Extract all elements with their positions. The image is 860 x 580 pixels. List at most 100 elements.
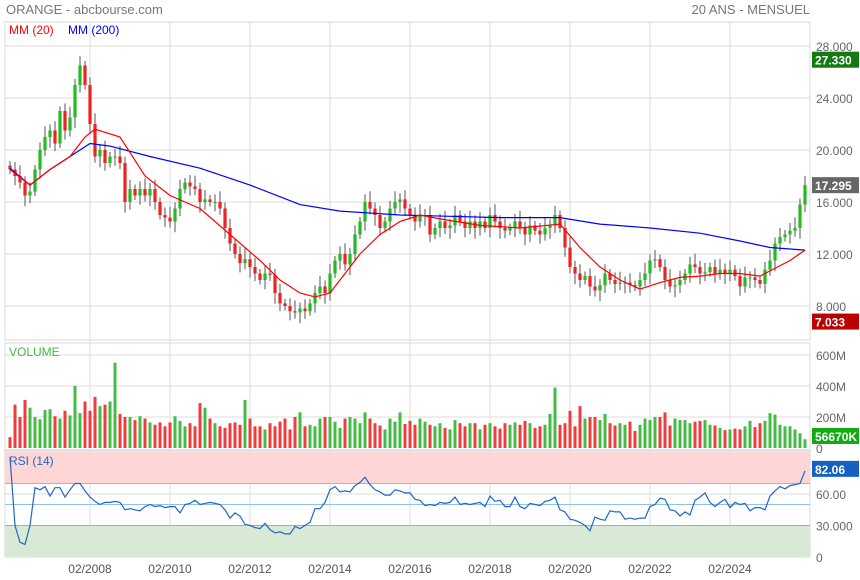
candle-down: [443, 221, 447, 228]
volume-bar: [558, 424, 562, 448]
volume-bar: [603, 413, 607, 448]
legend-ma200: MM (200): [68, 23, 119, 37]
candle-down: [373, 208, 377, 215]
candle-down: [713, 267, 717, 274]
candle-down: [403, 199, 407, 209]
volume-bar: [338, 427, 342, 448]
candle-down: [323, 286, 327, 293]
rsi-overbought-zone: [5, 452, 810, 484]
candle-up: [763, 269, 767, 284]
volume-bar: [63, 410, 67, 448]
last-volume-badge-bg: [812, 428, 859, 444]
volume-bar: [148, 422, 152, 448]
volume-bar: [503, 423, 507, 448]
volume-bar: [18, 417, 22, 448]
candle-up: [348, 254, 352, 265]
candle-down: [248, 259, 252, 267]
candle-down: [658, 259, 662, 267]
candle-down: [278, 293, 282, 304]
volume-bar: [253, 426, 257, 448]
candle-down: [558, 215, 562, 228]
volume-bar: [468, 423, 472, 448]
rsi-zones: [5, 452, 810, 557]
volume-bar: [568, 410, 572, 448]
volume-bar: [123, 417, 127, 448]
volume-bar: [168, 422, 172, 448]
low-price-badge: 7.033: [815, 316, 845, 330]
candle-up: [263, 273, 267, 280]
volume-bar: [458, 423, 462, 448]
candle-up: [213, 202, 217, 203]
candle-down: [258, 273, 262, 280]
candle-up: [448, 225, 452, 228]
volume-bar: [43, 410, 47, 448]
candle-down: [153, 189, 157, 202]
candle-up: [113, 156, 117, 158]
price-tick-label: 28.000: [816, 40, 853, 54]
x-tick-label: 02/2008: [68, 562, 112, 576]
candle-up: [363, 202, 367, 222]
candle-down: [723, 269, 727, 274]
rsi-oversold-zone: [5, 525, 810, 557]
candle-up: [548, 225, 552, 228]
volume-bar: [803, 439, 807, 448]
volume-bar: [393, 421, 397, 448]
candle-up: [508, 228, 512, 231]
last-price-badge-bg: [812, 177, 859, 194]
volume-bar: [713, 425, 717, 448]
candle-down: [458, 215, 462, 222]
volume-bar: [583, 418, 587, 448]
volume-bar: [383, 429, 387, 448]
x-tick-label: 02/2016: [388, 562, 432, 576]
high-price-badge: 27.330: [815, 54, 852, 68]
panel-frame-1: [4, 342, 811, 451]
candle-down: [538, 230, 542, 235]
candle-up: [318, 286, 322, 293]
volume-bar: [53, 416, 57, 448]
volume-bar: [268, 423, 272, 448]
volume-bar: [398, 412, 402, 448]
candle-up: [58, 111, 62, 144]
volume-bar: [553, 387, 557, 448]
volume-bar: [173, 416, 177, 448]
candle-up: [328, 273, 332, 293]
volume-bar: [183, 426, 187, 448]
volume-bar: [263, 429, 267, 448]
candle-down: [368, 202, 372, 209]
candle-down: [123, 163, 127, 202]
candle-down: [88, 85, 92, 124]
price-candles: [8, 56, 807, 324]
volume-bar: [33, 417, 37, 448]
candle-down: [268, 273, 272, 275]
candle-up: [438, 221, 442, 228]
candle-down: [588, 276, 592, 287]
candle-down: [233, 243, 237, 254]
volume-bar: [208, 418, 212, 448]
candle-up: [478, 221, 482, 228]
volume-bar: [293, 417, 297, 448]
candle-down: [193, 186, 197, 189]
candle-down: [578, 273, 582, 280]
candle-down: [8, 165, 12, 170]
volume-bar: [678, 420, 682, 448]
candle-up: [488, 215, 492, 228]
rsi-tick-label: 60.00: [816, 488, 846, 502]
candle-up: [173, 208, 177, 222]
volume-bar: [573, 426, 577, 448]
candle-up: [553, 215, 557, 226]
candle-up: [648, 260, 652, 274]
candle-down: [378, 215, 382, 228]
volume-bar: [413, 424, 417, 448]
volume-bar: [428, 424, 432, 448]
candle-down: [613, 280, 617, 284]
candle-up: [803, 185, 807, 205]
period-selector[interactable]: 20 ANS - MENSUEL: [691, 2, 811, 17]
volume-bar: [443, 427, 447, 448]
candle-down: [83, 65, 87, 85]
volume-bar: [703, 420, 707, 448]
candle-down: [283, 303, 287, 306]
candle-up: [358, 221, 362, 235]
candle-up: [108, 156, 112, 163]
candle-up: [743, 277, 747, 287]
last-volume-badge: 56670K: [815, 430, 857, 444]
